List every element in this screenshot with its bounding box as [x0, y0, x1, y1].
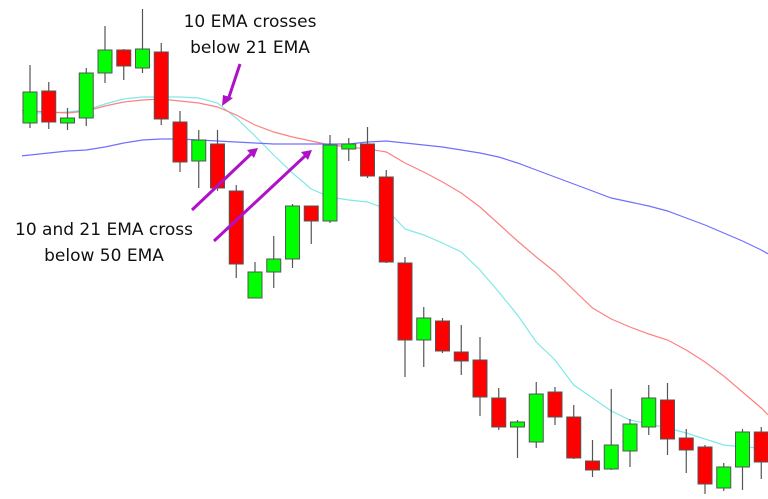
- candle: [510, 420, 525, 458]
- candle: [172, 111, 188, 172]
- arrow-ema10-cross-21: [226, 63, 242, 101]
- candle: [191, 130, 207, 188]
- candle: [78, 68, 94, 126]
- ema-lines: [21, 96, 768, 450]
- candle-body-bearish: [660, 399, 675, 440]
- ema21-line: [21, 98, 768, 416]
- candle: [585, 440, 600, 477]
- candle: [453, 325, 469, 375]
- candle: [416, 307, 432, 367]
- arrowhead-icon: [222, 95, 233, 106]
- candle-body-bullish: [416, 317, 432, 341]
- candle-body-bearish: [566, 416, 582, 459]
- candle: [153, 43, 169, 125]
- candle: [322, 135, 338, 223]
- annotation-line: 10 and 21 EMA cross: [15, 220, 193, 240]
- annotation-line: below 21 EMA: [190, 38, 310, 58]
- annotation-ema-cross-50: 10 and 21 EMA cross below 50 EMA: [0, 217, 208, 269]
- candle-body-bullish: [22, 91, 38, 124]
- candle-body-bearish: [172, 121, 188, 163]
- candle-body-bearish: [153, 51, 169, 120]
- candle: [622, 419, 638, 467]
- candle-body-bullish: [266, 258, 282, 273]
- candle-body-bullish: [247, 271, 263, 299]
- candle-body-bullish: [735, 431, 750, 468]
- candle-body-bearish: [491, 397, 507, 428]
- candle-body-bearish: [41, 90, 57, 123]
- arrowhead-icon: [301, 150, 312, 160]
- candle: [697, 445, 713, 494]
- candle-body-bearish: [585, 460, 600, 471]
- candle-body-bullish: [60, 117, 75, 124]
- candle: [678, 429, 694, 473]
- candle: [378, 170, 394, 263]
- candle-body-bearish: [116, 49, 132, 67]
- arrow-cross-50-a: [190, 152, 253, 212]
- candle-body-bearish: [753, 431, 768, 463]
- annotation-arrows: [190, 63, 312, 243]
- candle: [435, 318, 450, 353]
- candle-body-bearish: [453, 351, 469, 362]
- candle: [116, 49, 132, 80]
- candle-body-bullish: [528, 393, 544, 443]
- candle-body-bullish: [716, 466, 732, 489]
- candle: [641, 385, 657, 435]
- candle-body-bullish: [341, 143, 357, 150]
- candle: [360, 127, 375, 178]
- candle-body-bearish: [697, 446, 713, 485]
- candle-body-bearish: [472, 359, 488, 398]
- candle: [716, 463, 732, 491]
- candle-body-bearish: [547, 391, 563, 418]
- candle-body-bullish: [285, 205, 300, 260]
- candle: [228, 185, 244, 278]
- annotation-line: 10 EMA crosses: [183, 12, 317, 32]
- candle-body-bullish: [97, 49, 113, 74]
- ema10-line: [22, 96, 768, 450]
- candle: [603, 389, 619, 470]
- annotation-line: below 50 EMA: [44, 246, 164, 266]
- candle: [303, 205, 319, 244]
- arrowhead-icon: [247, 148, 258, 158]
- candle-body-bearish: [435, 320, 450, 352]
- candle: [341, 138, 357, 161]
- candle-body-bearish: [228, 190, 244, 265]
- candle: [22, 65, 38, 128]
- annotation-ema10-cross: 10 EMA crosses below 21 EMA: [170, 9, 330, 61]
- candle: [753, 427, 768, 479]
- candle: [472, 337, 488, 416]
- candle: [247, 262, 263, 299]
- candle: [97, 26, 113, 83]
- candle: [566, 405, 582, 459]
- candle-body-bearish: [360, 143, 375, 177]
- candle: [60, 108, 75, 130]
- candle-body-bearish: [397, 262, 413, 341]
- candle-body-bullish: [322, 144, 338, 222]
- ema50-line: [21, 138, 768, 255]
- candle: [41, 82, 57, 129]
- candle: [735, 429, 750, 490]
- candle: [528, 382, 544, 448]
- candle-body-bullish: [191, 139, 207, 162]
- candle-body-bearish: [678, 437, 694, 451]
- candle-body-bullish: [78, 72, 94, 119]
- candle: [210, 130, 225, 191]
- candle-body-bullish: [135, 48, 150, 69]
- candle: [397, 257, 413, 377]
- candle: [266, 236, 282, 288]
- candle: [491, 388, 507, 430]
- candle: [285, 204, 300, 268]
- candle-body-bearish: [303, 205, 319, 222]
- candle-body-bullish: [622, 423, 638, 452]
- candle: [660, 383, 675, 455]
- candle-body-bullish: [641, 397, 657, 428]
- candle: [135, 9, 150, 73]
- candle-body-bullish: [510, 421, 525, 428]
- candle-body-bearish: [378, 176, 394, 263]
- candle-body-bearish: [210, 143, 225, 189]
- candles: [22, 9, 768, 494]
- candle-body-bullish: [603, 444, 619, 470]
- candle: [547, 387, 563, 425]
- arrow-cross-50-b: [212, 154, 307, 243]
